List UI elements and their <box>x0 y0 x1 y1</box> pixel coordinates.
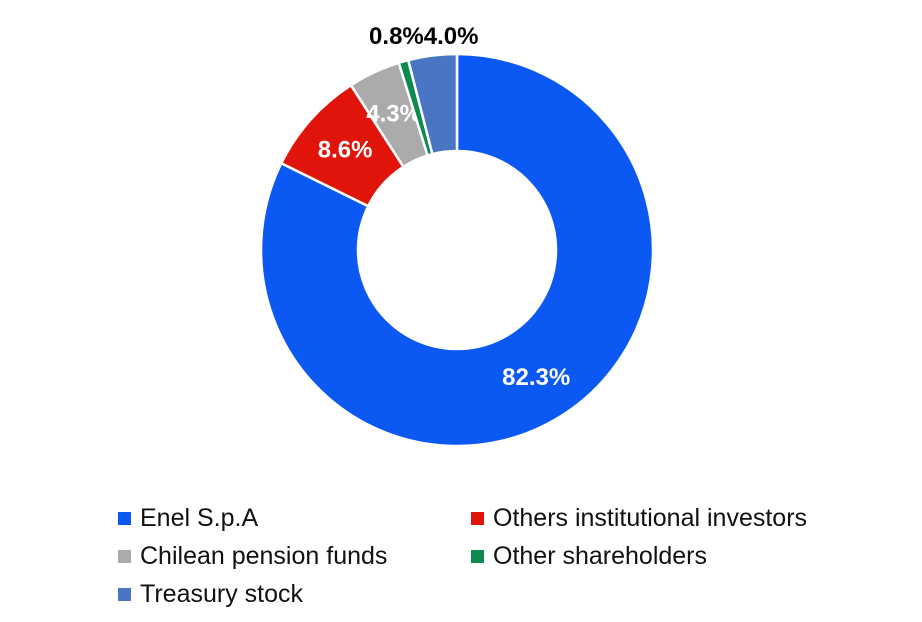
legend-label-treasury-stock: Treasury stock <box>140 579 304 608</box>
data-label-treasury-stock: 4.0% <box>424 23 479 50</box>
legend-item-treasury-stock: Treasury stock <box>118 579 471 608</box>
legend-label-other-shareholders: Other shareholders <box>493 541 708 570</box>
donut-slice-treasury-stock <box>406 52 459 156</box>
chart-legend: Enel S.p.A Others institutional investors… <box>118 499 807 613</box>
donut-slice-enel-s-p-a <box>259 52 655 448</box>
legend-swatch-treasury-stock <box>118 587 131 601</box>
legend-item-chilean-pension-funds: Chilean pension funds <box>118 541 471 570</box>
legend-item-other-shareholders: Other shareholders <box>471 541 807 570</box>
data-label-other-shareholders: 0.8% <box>369 23 424 50</box>
legend-swatch-other-shareholders <box>471 549 484 563</box>
data-label-others-institutional-investors: 8.6% <box>318 137 373 164</box>
donut-chart: 82.3%8.6%4.3%0.8% 4.0% <box>259 23 655 448</box>
data-label-enel-s-p-a: 82.3% <box>502 364 570 391</box>
legend-item-enel-s-p-a: Enel S.p.A <box>118 503 471 532</box>
legend-label-others-institutional-investors: Others institutional investors <box>493 503 808 532</box>
legend-label-chilean-pension-funds: Chilean pension funds <box>140 541 388 570</box>
legend-label-enel-s-p-a: Enel S.p.A <box>140 503 259 532</box>
legend-item-others-institutional-investors: Others institutional investors <box>471 503 808 532</box>
legend-swatch-chilean-pension-funds <box>118 549 131 563</box>
legend-swatch-others-institutional-investors <box>471 511 484 525</box>
legend-swatch-enel-s-p-a <box>118 511 131 525</box>
